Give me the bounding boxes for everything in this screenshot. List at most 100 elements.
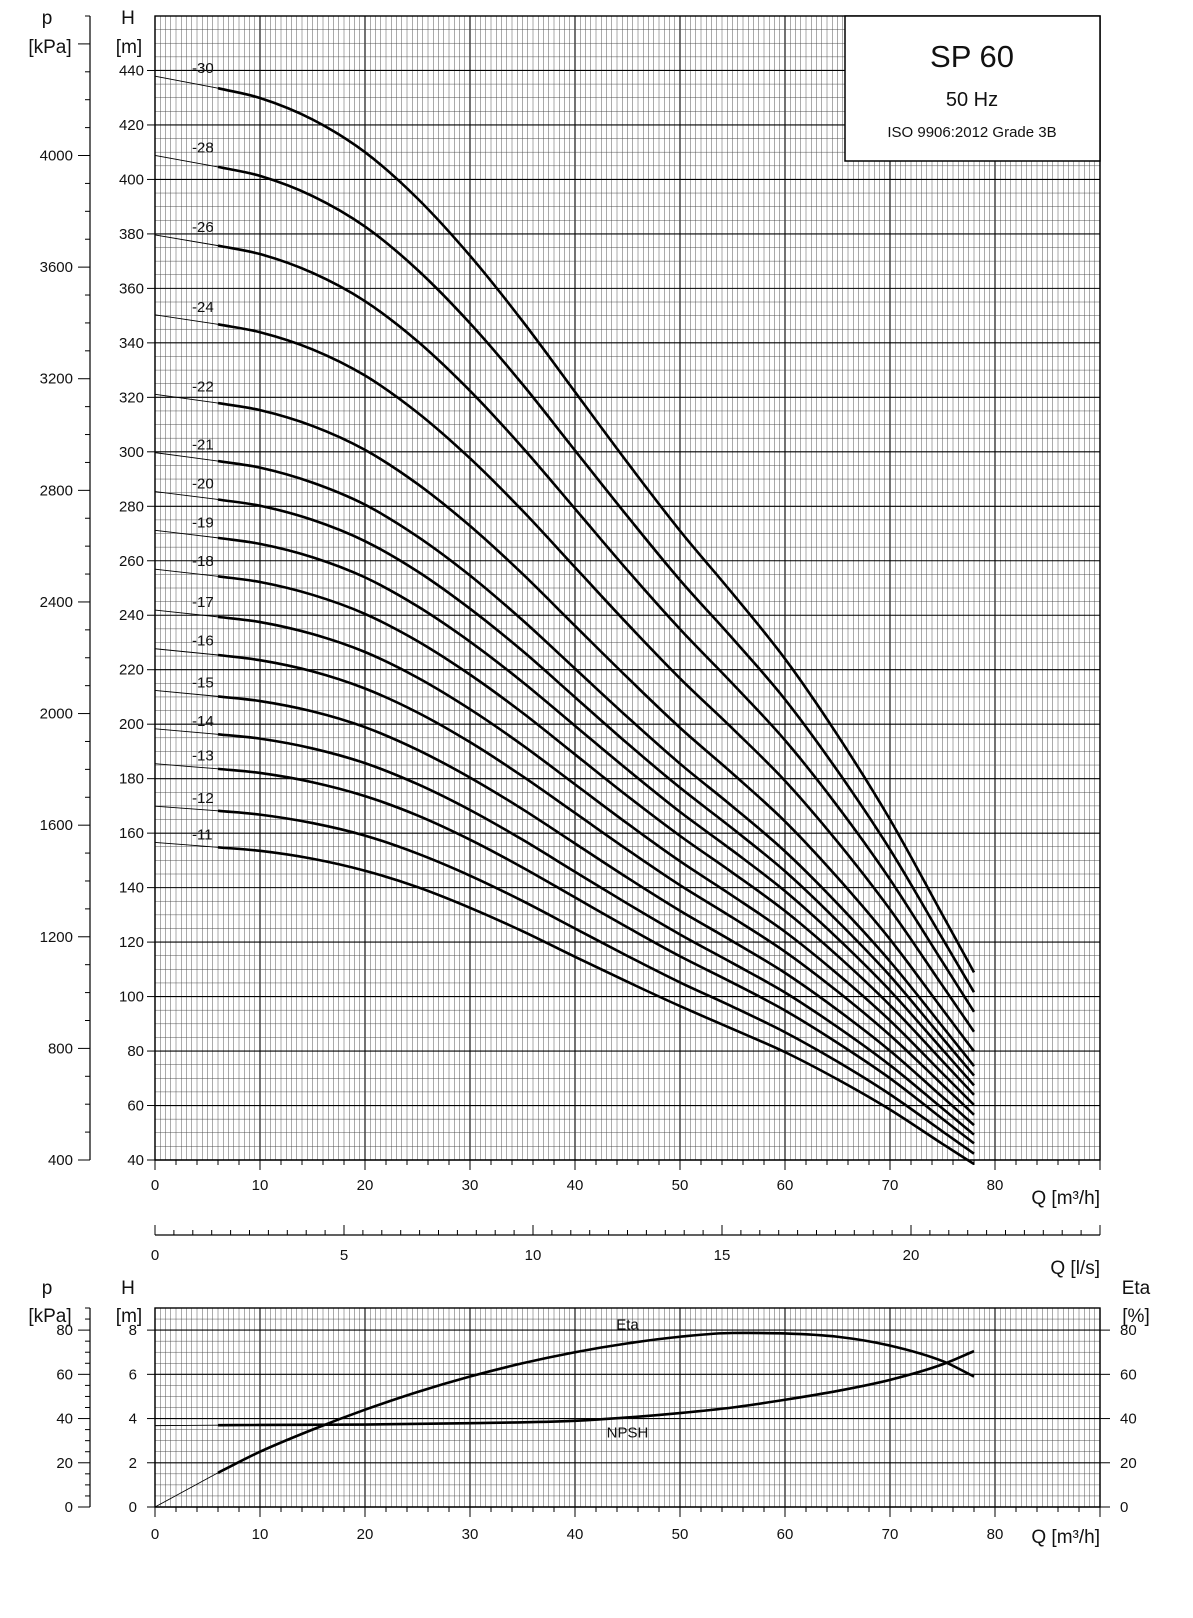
lower-p-unit: [kPa] xyxy=(28,1306,71,1327)
frequency-label: 50 Hz xyxy=(946,89,998,111)
lower-q-tick-label: 60 xyxy=(777,1526,794,1543)
curve-label-20: -20 xyxy=(192,476,214,493)
main-h-tick-label: 240 xyxy=(119,607,144,624)
curve-label-16: -16 xyxy=(192,633,214,650)
main-h-tick-label: 260 xyxy=(119,553,144,570)
main-h-tick-label: 160 xyxy=(119,825,144,842)
main-h-tick-label: 320 xyxy=(119,389,144,406)
curve-label-18: -18 xyxy=(192,553,214,570)
main-p-tick-label: 2400 xyxy=(40,594,73,611)
main-p-tick-label: 400 xyxy=(48,1152,73,1169)
curve-label-13: -13 xyxy=(192,748,214,765)
lower-q-tick-label: 0 xyxy=(151,1526,159,1543)
main-h-tick-label: 140 xyxy=(119,880,144,897)
lower-h-tick-label: 2 xyxy=(129,1455,137,1472)
main-h-tick-label: 360 xyxy=(119,280,144,297)
standard-label: ISO 9906:2012 Grade 3B xyxy=(887,124,1056,141)
main-h-tick-label: 280 xyxy=(119,498,144,515)
npsh-curve-label: NPSH xyxy=(607,1424,649,1441)
curve-label-15: -15 xyxy=(192,674,214,691)
main-q-tick-label: 50 xyxy=(672,1177,689,1194)
main-h-tick-label: 220 xyxy=(119,662,144,679)
main-q-tick-label: 40 xyxy=(567,1177,584,1194)
curve-label-14: -14 xyxy=(192,713,214,730)
model-title: SP 60 xyxy=(930,39,1014,74)
curve-label-12: -12 xyxy=(192,790,214,807)
curve-label-30: -30 xyxy=(192,60,214,77)
main-p-tick-label: 800 xyxy=(48,1040,73,1057)
curve-label-26: -26 xyxy=(192,219,214,236)
main-h-tick-label: 380 xyxy=(119,226,144,243)
curve-label-24: -24 xyxy=(192,299,214,316)
main-h-tick-label: 200 xyxy=(119,716,144,733)
lower-q-tick-label: 70 xyxy=(882,1526,899,1543)
main-p-tick-label: 1200 xyxy=(40,929,73,946)
main-p-tick-label: 3600 xyxy=(40,259,73,276)
main-q-tick-label: 60 xyxy=(777,1177,794,1194)
eta-tick-label: 40 xyxy=(1120,1411,1137,1428)
main-h-tick-label: 180 xyxy=(119,771,144,788)
curve-label-28: -28 xyxy=(192,139,214,156)
eta-tick-label: 0 xyxy=(1120,1499,1128,1516)
eta-tick-label: 20 xyxy=(1120,1455,1137,1472)
lower-q-tick-label: 80 xyxy=(987,1526,1004,1543)
main-p-unit: [kPa] xyxy=(28,37,71,58)
lower-h-unit: [m] xyxy=(116,1306,142,1327)
curve-label-22: -22 xyxy=(192,378,214,395)
ls-q-axis-title: Q [l/s] xyxy=(1050,1258,1100,1279)
main-h-tick-label: 340 xyxy=(119,335,144,352)
main-q-tick-label: 10 xyxy=(252,1177,269,1194)
eta-tick-label: 60 xyxy=(1120,1366,1137,1383)
curve-label-11: -11 xyxy=(192,826,213,843)
ls-tick-label: 5 xyxy=(340,1247,348,1264)
lower-p-symbol: p xyxy=(42,1278,53,1299)
main-h-unit: [m] xyxy=(116,37,142,58)
main-p-tick-label: 4000 xyxy=(40,148,73,165)
lower-h-symbol: H xyxy=(121,1278,135,1299)
main-h-symbol: H xyxy=(121,8,135,29)
main-q-tick-label: 70 xyxy=(882,1177,899,1194)
lower-p-tick-label: 20 xyxy=(56,1455,73,1472)
lower-h-tick-label: 6 xyxy=(129,1366,137,1383)
ls-tick-label: 20 xyxy=(903,1247,920,1264)
main-p-tick-label: 2800 xyxy=(40,482,73,499)
lower-p-tick-label: 0 xyxy=(65,1499,73,1516)
main-q-tick-label: 80 xyxy=(987,1177,1004,1194)
main-h-tick-label: 400 xyxy=(119,171,144,188)
lower-q-tick-label: 30 xyxy=(462,1526,479,1543)
main-q-tick-label: 20 xyxy=(357,1177,374,1194)
main-p-tick-label: 2000 xyxy=(40,706,73,723)
main-p-tick-label: 3200 xyxy=(40,371,73,388)
main-h-tick-label: 420 xyxy=(119,117,144,134)
main-h-tick-label: 80 xyxy=(127,1043,144,1060)
lower-p-tick-label: 60 xyxy=(56,1366,73,1383)
main-p-symbol: p xyxy=(42,8,53,29)
main-q-tick-label: 30 xyxy=(462,1177,479,1194)
lower-p-tick-label: 40 xyxy=(56,1411,73,1428)
main-h-tick-label: 60 xyxy=(127,1098,144,1115)
main-h-tick-label: 100 xyxy=(119,989,144,1006)
curve-label-17: -17 xyxy=(192,594,214,611)
main-h-tick-label: 440 xyxy=(119,62,144,79)
lower-q-tick-label: 50 xyxy=(672,1526,689,1543)
main-h-tick-label: 40 xyxy=(127,1152,144,1169)
ls-tick-label: 10 xyxy=(525,1247,542,1264)
eta-unit: [%] xyxy=(1122,1306,1149,1327)
main-h-tick-label: 300 xyxy=(119,444,144,461)
lower-q-tick-label: 10 xyxy=(252,1526,269,1543)
lower-q-tick-label: 20 xyxy=(357,1526,374,1543)
lower-h-tick-label: 4 xyxy=(129,1411,137,1428)
lower-q-axis-title: Q [m³/h] xyxy=(1031,1527,1100,1548)
lower-h-tick-label: 0 xyxy=(129,1499,137,1516)
ls-tick-label: 15 xyxy=(714,1247,731,1264)
curve-label-21: -21 xyxy=(192,437,214,454)
main-p-tick-label: 1600 xyxy=(40,817,73,834)
main-h-tick-label: 120 xyxy=(119,934,144,951)
main-q-axis-title: Q [m³/h] xyxy=(1031,1188,1100,1209)
eta-curve-label: Eta xyxy=(616,1316,639,1333)
eta-symbol: Eta xyxy=(1122,1278,1151,1299)
curve-label-19: -19 xyxy=(192,514,214,531)
main-q-tick-label: 0 xyxy=(151,1177,159,1194)
